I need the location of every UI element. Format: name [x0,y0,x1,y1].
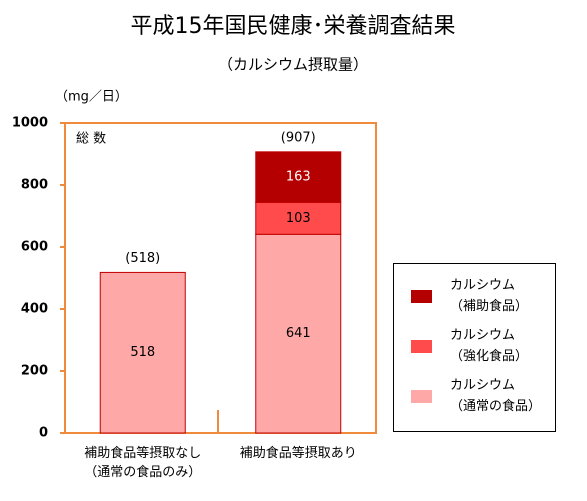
y-tick-label: 0 [39,426,48,441]
legend-entry: カルシウム （通常の食品） [394,374,555,424]
bar-segment [255,201,342,235]
unit-label: （mg／日） [55,90,128,105]
legend-entry: カルシウム （補助食品） [394,274,555,324]
chart-title: 平成15年国民健康･栄養調査結果 [131,14,456,39]
y-tick-label: 400 [21,302,48,317]
legend-label: カルシウム （通常の食品） [450,378,542,414]
annotation: 総 数 [76,132,106,147]
plot-frame [64,122,377,434]
bar-segment [99,271,186,434]
legend-swatch [411,340,432,353]
bar-segment [255,151,342,203]
y-tick-label: 1000 [12,116,48,131]
total-label: (907) [281,130,316,145]
legend-label: カルシウム （補助食品） [450,278,529,314]
x-tick-label: 補助食品等摂取あり [239,446,357,461]
legend-swatch [411,290,432,303]
segment-label: 641 [286,326,311,341]
bar-segment [255,233,342,434]
total-label: (518) [125,251,160,266]
y-tick-label: 200 [21,364,48,379]
y-tick-label: 600 [21,240,48,255]
segment-label: 103 [286,211,311,226]
segment-label: 163 [286,170,311,185]
legend-swatch [411,390,432,403]
segment-label: 518 [130,345,155,360]
legend-entry: カルシウム （強化食品） [394,324,555,374]
legend: カルシウム （補助食品） カルシウム （強化食品） カルシウム （通常の食品） [393,263,556,432]
y-tick-label: 800 [21,178,48,193]
x-tick-label: 補助食品等摂取なし （通常の食品のみ） [84,446,202,480]
legend-label: カルシウム （強化食品） [450,328,529,364]
chart-subtitle: （カルシウム摂取量） [218,56,368,74]
